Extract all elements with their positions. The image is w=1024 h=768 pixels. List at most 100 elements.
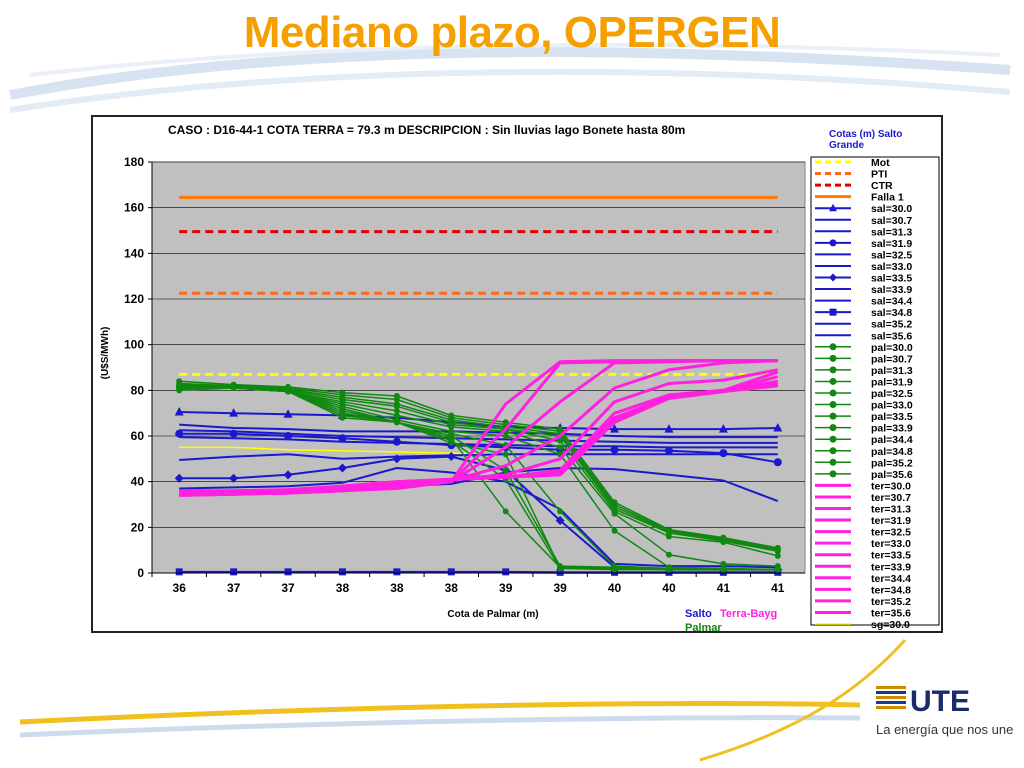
- legend-label: sal=33.5: [871, 273, 912, 285]
- legend-label: sal=33.0: [871, 261, 912, 273]
- logo-stripes: [876, 686, 906, 709]
- data-point: [502, 508, 509, 515]
- data-point: [393, 407, 400, 414]
- y-tick-label: 180: [124, 155, 144, 169]
- x-tick-label: 41: [771, 581, 785, 595]
- data-point: [393, 412, 400, 419]
- slide-title: Mediano plazo, OPERGEN: [243, 8, 781, 57]
- bottom-label-palmar: Palmar: [685, 622, 722, 631]
- x-tick-label: 36: [173, 581, 187, 595]
- legend-label: sal=31.9: [871, 238, 912, 250]
- legend-marker: [829, 354, 837, 362]
- legend-label: ter=33.0: [871, 538, 911, 550]
- series-sal-30-7-line: [179, 423, 778, 439]
- data-point: [665, 533, 672, 540]
- data-point: [176, 387, 183, 394]
- legend-label: ter=30.7: [871, 492, 911, 504]
- legend-marker: [829, 239, 837, 247]
- legend-marker: [829, 412, 837, 420]
- legend-marker: [829, 308, 837, 316]
- data-point: [557, 444, 564, 451]
- legend-label: ter=33.5: [871, 550, 911, 562]
- series-ter-35-6-line: [179, 384, 778, 493]
- legend-label: ter=30.0: [871, 480, 911, 492]
- plot-area: [151, 161, 806, 574]
- data-point: [664, 446, 673, 455]
- data-point: [773, 423, 783, 432]
- legend-marker: [829, 366, 837, 374]
- legend-label: sal=31.3: [871, 226, 912, 238]
- series-ter-35-6: [179, 384, 778, 493]
- y-tick-label: 80: [131, 383, 145, 397]
- legend-label: sal=30.0: [871, 203, 912, 215]
- y-tick-label: 40: [131, 475, 145, 489]
- x-tick-label: 37: [281, 581, 295, 595]
- chart-title: CASO : D16-44-1 COTA TERRA = 79.3 m DESC…: [168, 123, 685, 137]
- data-point: [229, 473, 239, 483]
- x-tick-label: 37: [227, 581, 241, 595]
- data-point: [446, 452, 456, 462]
- chart-svg: 0 20 40 60 80 100 120 140 160 180 36 37 37 38 38 38 39 39…: [100, 123, 940, 631]
- data-point: [611, 510, 618, 517]
- series-sal-30-0-line: [179, 411, 778, 431]
- data-point: [610, 424, 620, 433]
- ute-logo: UTE: [876, 685, 970, 718]
- legend-label: sg=30.0: [871, 619, 910, 631]
- x-tick-label: 38: [445, 581, 459, 595]
- legend-label: sal=32.5: [871, 249, 912, 261]
- legend-label: pal=35.2: [871, 457, 913, 469]
- data-point: [502, 433, 509, 439]
- data-point: [557, 508, 564, 515]
- legend-label: pal=34.4: [871, 434, 913, 446]
- legend-label: pal=30.7: [871, 353, 913, 365]
- y-tick-label: 100: [124, 338, 144, 352]
- x-tick-label: 39: [553, 581, 567, 595]
- data-point: [175, 429, 184, 438]
- data-point: [557, 437, 564, 444]
- legend-title: Cotas (m) Salto Grande: [829, 129, 905, 151]
- data-point: [557, 565, 564, 572]
- data-point: [502, 451, 509, 458]
- data-point: [720, 560, 727, 567]
- legend-label: ter=35.2: [871, 596, 911, 608]
- data-point: [718, 424, 728, 433]
- legend-label: ter=34.4: [871, 573, 911, 585]
- data-point: [665, 551, 672, 558]
- data-point: [774, 566, 781, 573]
- legend-marker: [829, 424, 837, 432]
- legend-label: sal=30.7: [871, 215, 912, 227]
- data-point: [773, 458, 782, 467]
- data-point: [338, 434, 347, 443]
- data-point: [392, 437, 401, 446]
- logo-text: UTE: [910, 685, 970, 718]
- data-point: [393, 396, 400, 403]
- series-pal-35-6: [176, 385, 781, 573]
- series-pal-31-9-line: [179, 385, 778, 553]
- chart-frame: 0 20 40 60 80 100 120 140 160 180 36 37 37 38 38 38 39 39…: [91, 115, 943, 633]
- series-sal-31-9-line: [179, 432, 778, 464]
- x-tick-label: 40: [608, 581, 622, 595]
- legend-marker: [829, 203, 837, 212]
- legend-label: ter=33.9: [871, 561, 911, 573]
- legend-label: sal=35.2: [871, 319, 912, 331]
- x-tick-label: 41: [717, 581, 731, 595]
- legend-label: sal=34.8: [871, 307, 912, 319]
- data-point: [229, 408, 239, 417]
- data-point: [719, 449, 728, 458]
- data-point: [611, 566, 618, 573]
- legend-label: pal=31.9: [871, 376, 913, 388]
- x-tick-label: 38: [390, 581, 404, 595]
- data-point: [174, 473, 184, 483]
- y-tick-label: 0: [137, 566, 144, 580]
- y-tick-label: 160: [124, 201, 144, 215]
- y-tick-label: 60: [131, 429, 145, 443]
- legend-label: pal=34.8: [871, 446, 913, 458]
- y-tick-label: 120: [124, 292, 144, 306]
- legend-label: Falla 1: [871, 192, 904, 204]
- legend-marker: [829, 458, 837, 466]
- legend-label: ter=35.6: [871, 607, 911, 619]
- data-point: [448, 439, 455, 446]
- data-point: [555, 515, 565, 525]
- legend-label: pal=33.9: [871, 423, 913, 435]
